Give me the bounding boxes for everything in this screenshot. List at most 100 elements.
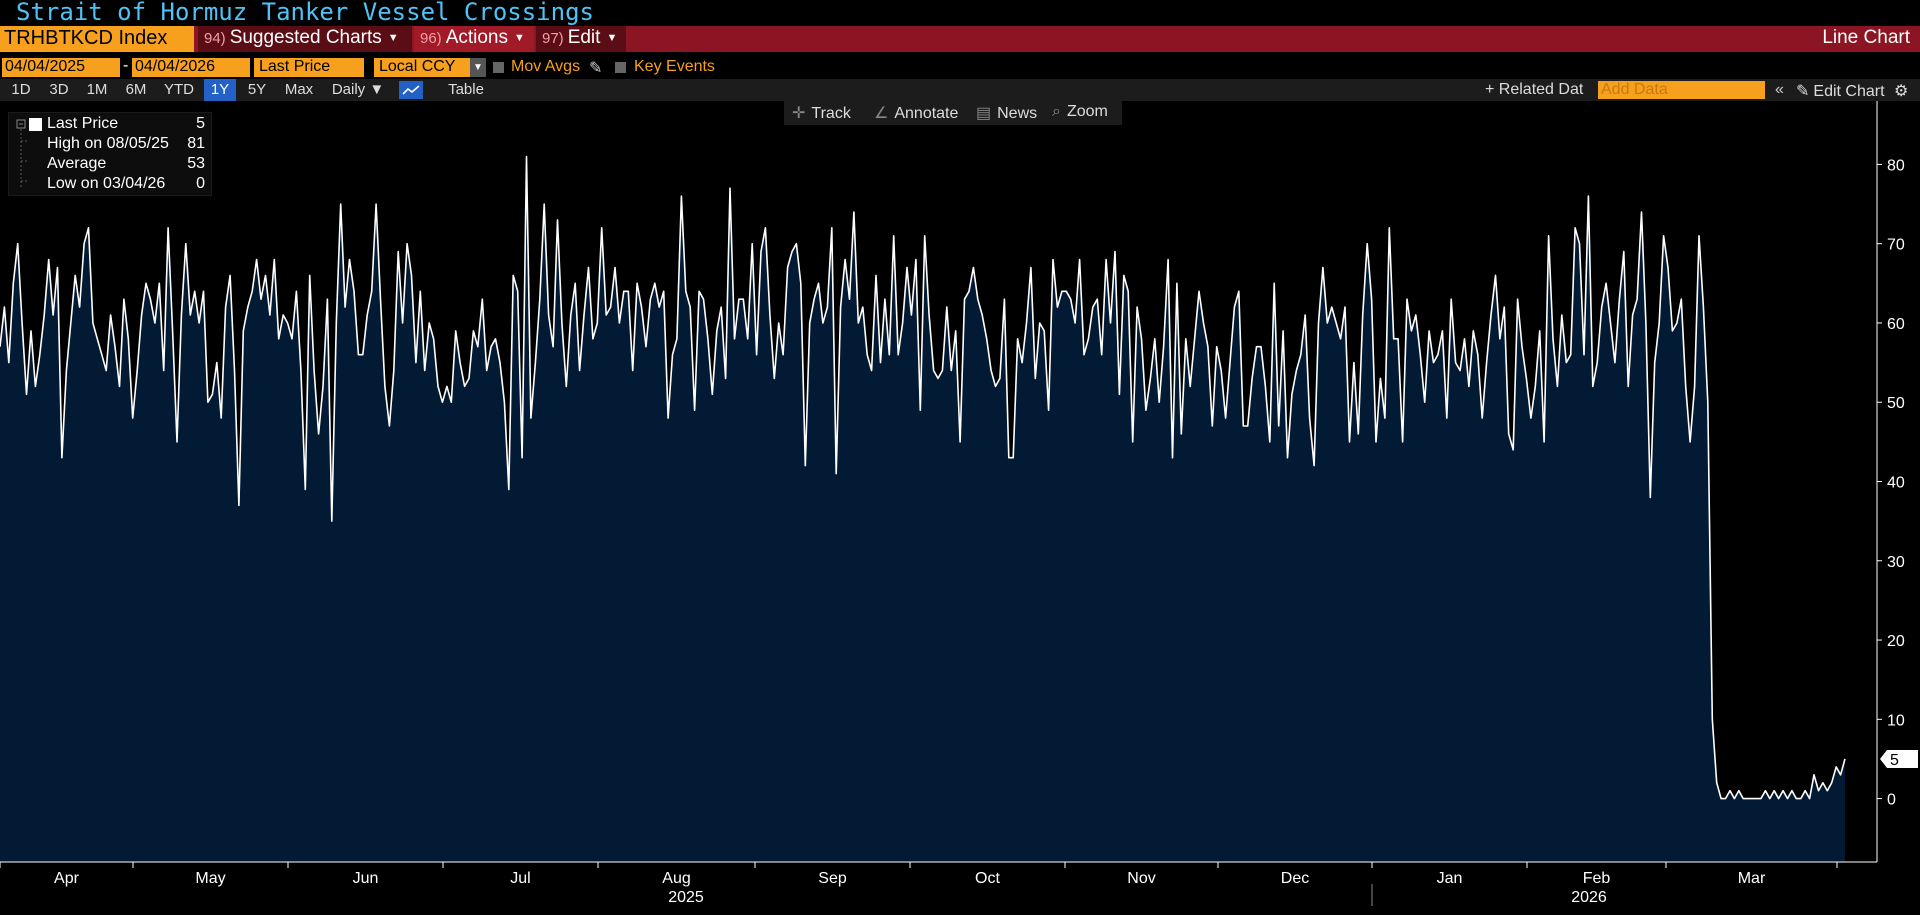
x-tick-label: Apr [54, 870, 80, 887]
year-label: 2025 [668, 889, 704, 906]
x-tick-label: Oct [975, 870, 1000, 887]
double-chevron-left-icon[interactable]: « [1775, 81, 1784, 98]
legend-average-value: 53 [187, 155, 205, 172]
edit-menu[interactable]: 97) Edit ▼ [536, 26, 626, 52]
date-separator: - [123, 57, 129, 74]
legend-last-label: Last Price [47, 115, 119, 132]
key-events-checkbox[interactable] [615, 62, 626, 73]
legend-last-value: 5 [196, 115, 205, 132]
chevron-down-icon: ▼ [606, 32, 618, 44]
add-data-input[interactable]: Add Data [1598, 81, 1765, 99]
title-bar: Strait of Hormuz Tanker Vessel Crossings [0, 0, 1920, 26]
annotate-tool[interactable]: ∠ Annotate [874, 100, 958, 125]
suggested-charts-menu[interactable]: 94) Suggested Charts ▼ [198, 26, 412, 52]
chart-toolbar: ✛ Track ∠ Annotate ▤ News ⌕ Zoom [784, 100, 1122, 125]
legend-average-row: Average 53 [47, 155, 213, 173]
currency-select[interactable]: Local CCY [374, 58, 470, 77]
range-3d-button[interactable]: 3D [49, 81, 69, 98]
range-6m-button[interactable]: 6M [125, 81, 147, 98]
table-button[interactable]: Table [448, 81, 484, 98]
series-line-last-price [0, 155, 1846, 800]
range-bar: 1D 3D 1M 6M YTD 1Y 5Y Max Daily ▼ Table … [0, 79, 1920, 101]
legend-last-row[interactable]: Last Price 5 [47, 115, 213, 133]
zoom-label: Zoom [1066, 103, 1108, 120]
x-tick-label: Mar [1738, 870, 1766, 887]
chevron-down-icon: ▼ [387, 32, 399, 44]
y-tick-label: 50 [1887, 395, 1905, 412]
zoom-tool[interactable]: ⌕ Zoom [1052, 100, 1108, 125]
year-label: 2026 [1571, 889, 1607, 906]
legend-low-value: 0 [196, 175, 205, 192]
end-date-input[interactable]: 04/04/2026 [132, 58, 250, 77]
range-max-button[interactable]: Max [284, 81, 314, 98]
actions-label: Actions [445, 27, 508, 48]
key-events-label[interactable]: Key Events [634, 58, 715, 75]
line-chart-icon[interactable] [399, 81, 423, 99]
y-tick-label: 20 [1887, 633, 1905, 650]
legend: Last Price 5 High on 08/05/25 81 Average… [8, 112, 212, 196]
range-1d-button[interactable]: 1D [11, 81, 31, 98]
actions-menu[interactable]: 96) Actions ▼ [414, 26, 534, 52]
related-data-button[interactable]: + Related Dat [1485, 81, 1584, 98]
y-tick-label: 80 [1887, 157, 1905, 174]
range-1m-button[interactable]: 1M [86, 81, 108, 98]
x-tick-label: Sep [818, 870, 847, 887]
crosshair-icon: ✛ [792, 105, 806, 122]
page-title: Strait of Hormuz Tanker Vessel Crossings [16, 0, 594, 26]
x-tick-label: Jan [1437, 870, 1463, 887]
edit-label: Edit [567, 27, 601, 48]
start-date-input[interactable]: 04/04/2025 [2, 58, 120, 77]
annotate-label: Annotate [894, 105, 959, 122]
edit-chart-button[interactable]: ✎ Edit Chart [1796, 81, 1885, 101]
frequency-select[interactable]: Daily ▼ [331, 81, 385, 98]
news-label: News [997, 105, 1038, 122]
mov-avgs-label[interactable]: Mov Avgs [511, 58, 581, 75]
actions-num: 96) [420, 30, 442, 47]
legend-average-label: Average [47, 155, 107, 172]
edit-num: 97) [542, 30, 564, 47]
legend-tree-icon [16, 119, 27, 189]
pencil-icon[interactable]: ✎ [589, 60, 603, 77]
x-tick-label: May [195, 870, 225, 887]
y-tick-label: 70 [1887, 237, 1905, 254]
last-value-label: 5 [1890, 752, 1899, 769]
suggested-charts-label: Suggested Charts [229, 27, 382, 48]
chevron-down-icon[interactable]: ▼ [470, 58, 486, 77]
y-tick-label: 60 [1887, 316, 1905, 333]
y-tick-label: 40 [1887, 475, 1905, 492]
news-icon: ▤ [976, 105, 992, 122]
gear-icon[interactable]: ⚙ [1894, 83, 1909, 100]
range-5y-button[interactable]: 5Y [247, 81, 267, 98]
y-tick-label: 0 [1887, 792, 1896, 809]
suggested-charts-num: 94) [204, 30, 226, 47]
y-tick-label: 30 [1887, 554, 1905, 571]
legend-low-label: Low on 03/04/26 [47, 175, 166, 192]
x-tick-label: Aug [662, 870, 690, 887]
x-tick-label: Dec [1281, 870, 1309, 887]
legend-high-row: High on 08/05/25 81 [47, 135, 213, 153]
date-bar: 04/04/2025 - 04/04/2026 Last Price Local… [0, 56, 1920, 78]
edit-chart-label: Edit Chart [1813, 83, 1885, 100]
x-tick-label: Feb [1583, 870, 1611, 887]
legend-high-label: High on 08/05/25 [47, 135, 169, 152]
legend-swatch [29, 118, 42, 131]
track-tool[interactable]: ✛ Track [792, 100, 851, 125]
menu-bar: TRHBTKCD Index 94) Suggested Charts ▼ 96) A… [0, 26, 1920, 52]
x-tick-label: Nov [1127, 870, 1155, 887]
x-tick-label: Jun [353, 870, 379, 887]
range-ytd-button[interactable]: YTD [164, 81, 194, 98]
legend-low-row: Low on 03/04/26 0 [47, 175, 213, 193]
range-1y-button[interactable]: 1Y [204, 79, 236, 101]
y-tick-label: 10 [1887, 712, 1905, 729]
legend-high-value: 81 [187, 135, 205, 152]
news-tool[interactable]: ▤ News [976, 100, 1037, 125]
series-area [0, 156, 1845, 862]
annotate-icon: ∠ [874, 105, 889, 122]
mov-avgs-checkbox[interactable] [493, 62, 504, 73]
field-select[interactable]: Last Price [254, 58, 364, 77]
chart-type-label[interactable]: Line Chart [1822, 27, 1910, 48]
chevron-down-icon: ▼ [514, 32, 525, 44]
ticker-input[interactable]: TRHBTKCD Index [0, 26, 194, 52]
track-label: Track [811, 105, 851, 122]
